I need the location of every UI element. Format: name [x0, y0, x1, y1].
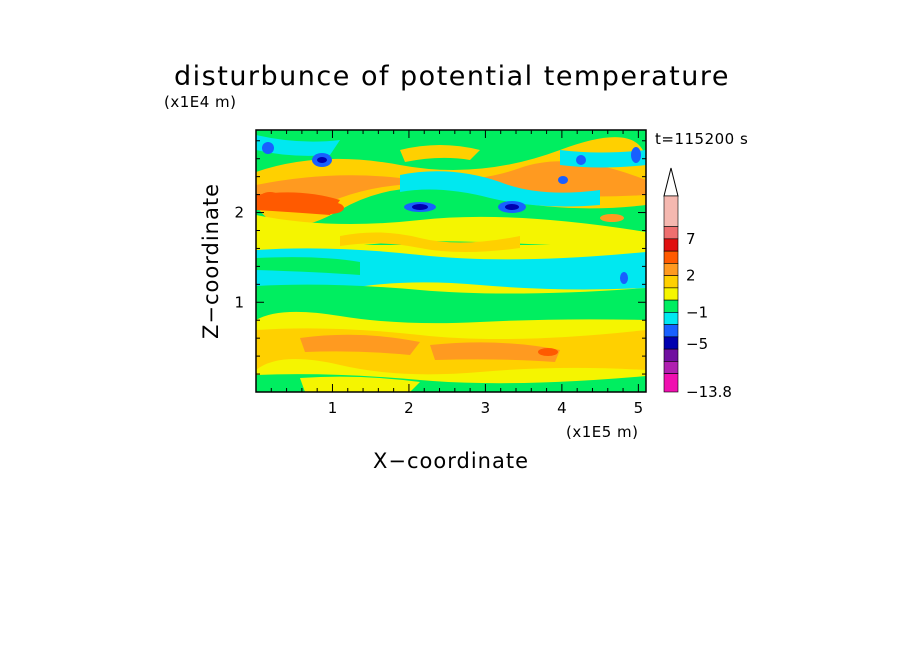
- colorbar-swatch: [663, 250, 679, 264]
- colorbar-swatch: [663, 312, 679, 325]
- field-cell: [262, 142, 274, 154]
- colorbar-swatch: [663, 287, 679, 301]
- y-axis: 12: [234, 140, 646, 375]
- field-cell: [558, 176, 568, 184]
- x-tick-label: 3: [481, 399, 491, 417]
- y-scale-label: (x1E4 m): [164, 93, 237, 111]
- field-band: [256, 135, 340, 156]
- field-band: [300, 376, 420, 392]
- colorbar-swatch: [663, 275, 679, 289]
- colorbar-label: 7: [686, 230, 696, 248]
- field-cell: [317, 157, 327, 163]
- x-tick-label: 5: [634, 399, 644, 417]
- field-cell: [631, 147, 641, 163]
- y-axis-title: Z−coordinate: [199, 183, 223, 339]
- x-tick-label: 4: [557, 399, 567, 417]
- colorbar-label: 2: [686, 267, 696, 285]
- colorbar-swatch: [663, 336, 679, 350]
- colorbar-swatch: [663, 238, 679, 252]
- field-cell: [538, 348, 558, 356]
- colorbar: 7 2 −1 −5 −13.8: [663, 167, 732, 401]
- field-band: [256, 161, 646, 209]
- y-tick-label: 2: [234, 204, 244, 222]
- chart-title: disturbunce of potential temperature: [174, 61, 730, 92]
- time-label: t=115200 s: [655, 130, 748, 148]
- field-band: [430, 342, 560, 362]
- colorbar-swatch: [663, 195, 679, 227]
- field-cell: [600, 214, 624, 222]
- x-axis: 1 2 3 4 5: [270, 130, 644, 417]
- colorbar-label: −1: [686, 303, 708, 321]
- field-band: [400, 145, 480, 162]
- x-tick-label: 1: [328, 399, 338, 417]
- colorbar-swatch: [663, 373, 679, 393]
- colorbar-swatch: [663, 348, 679, 362]
- colorbar-swatch: [663, 263, 679, 276]
- colorbar-swatch: [663, 226, 679, 240]
- field-cell: [505, 204, 519, 210]
- x-scale-label: (x1E5 m): [566, 423, 639, 441]
- field-cell: [620, 272, 628, 284]
- x-tick-label: 2: [404, 399, 414, 417]
- field-band: [256, 248, 646, 296]
- colorbar-swatch: [663, 361, 679, 374]
- contour-field: [256, 130, 646, 392]
- field-band: [256, 257, 360, 275]
- field-band: [300, 334, 420, 355]
- field-cell: [576, 155, 586, 165]
- colorbar-extension: [663, 167, 679, 197]
- field-band: [340, 232, 520, 252]
- colorbar-swatch: [663, 299, 679, 313]
- field-band: [400, 171, 600, 207]
- y-tick-label: 1: [234, 293, 244, 311]
- field-cell: [316, 202, 344, 214]
- plot-frame: [255, 129, 647, 393]
- field-band: [256, 284, 646, 324]
- colorbar-label: −5: [686, 335, 708, 353]
- x-axis-title: X−coordinate: [373, 449, 529, 473]
- colorbar-swatch: [663, 324, 679, 338]
- colorbar-label: −13.8: [686, 383, 732, 401]
- field-cell: [258, 192, 282, 208]
- field-cell: [412, 204, 428, 210]
